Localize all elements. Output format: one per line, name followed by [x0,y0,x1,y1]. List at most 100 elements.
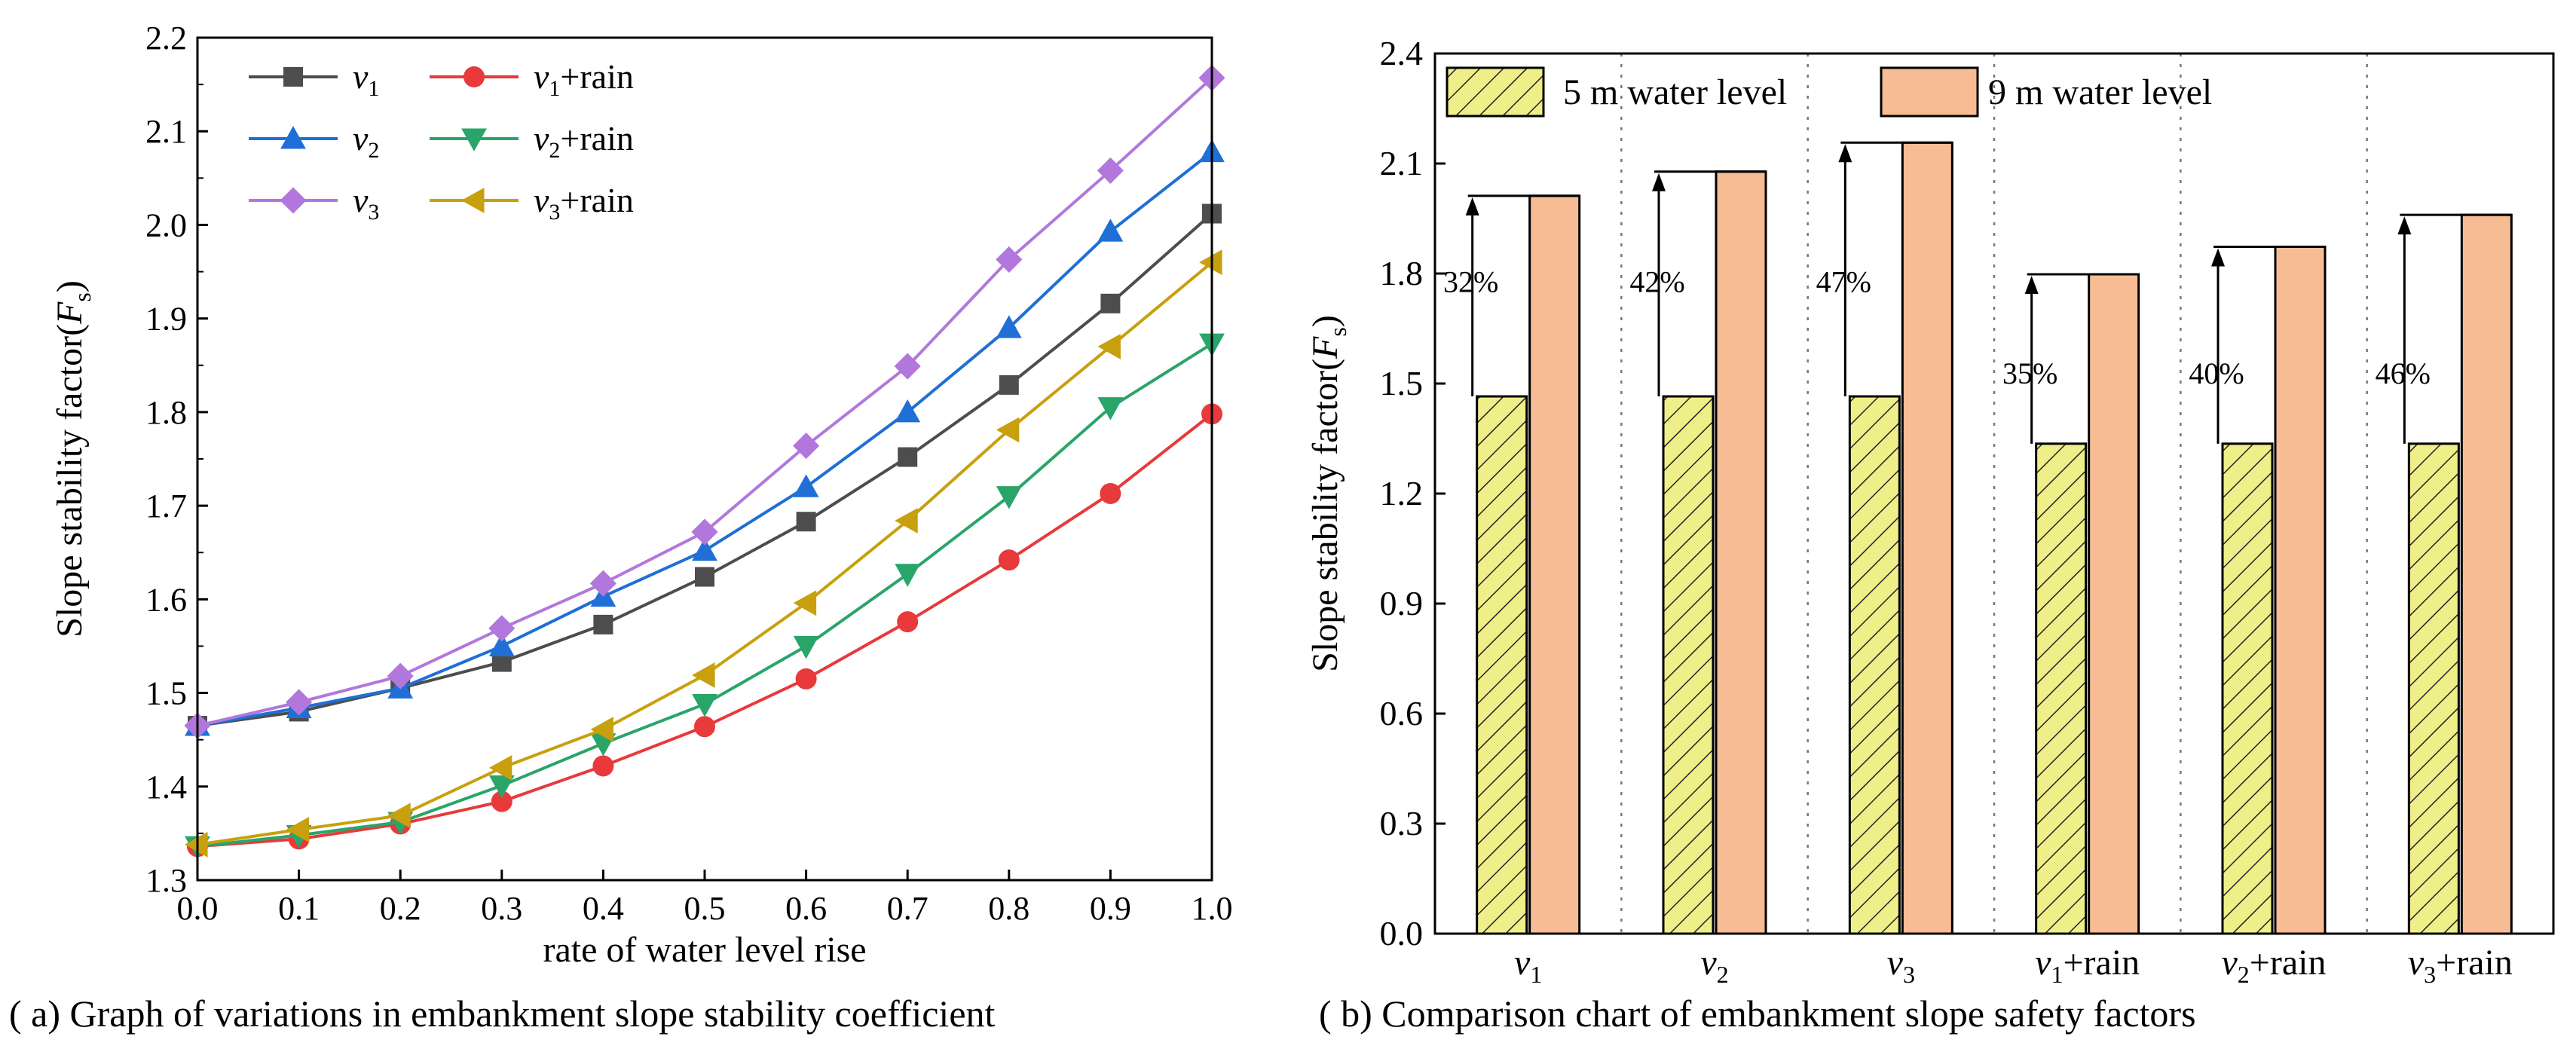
y-tick-label: 1.8 [1380,254,1424,292]
arrow-head [2024,275,2039,294]
point-v1+rain [795,668,817,689]
arrow-head [1465,197,1479,216]
legend-label: v2 [353,119,379,163]
y-tick-label: 1.7 [145,488,187,524]
bar-9m [1528,194,1581,935]
x-category-label: v1+rain [2035,943,2140,988]
point-v3 [488,615,516,642]
point-v1 [593,614,613,634]
point-v2 [692,537,717,561]
legend-b: 5 m water level 9 m water level [1446,66,2212,118]
point-v1 [796,512,816,532]
line-v1+rain [197,412,1213,848]
x-axis-label: rate of water level rise [543,930,866,970]
line-v1 [197,213,1213,728]
bar-5m [2035,442,2088,935]
point-v1 [1100,293,1121,313]
y-tick-label: 0.9 [1380,584,1424,622]
arrow-head [1838,144,1852,163]
bar-5m [1848,395,1901,935]
point-v2 [793,474,819,497]
point-v3+rain [895,508,918,534]
legend-label: v2+rain [534,119,634,163]
legend-item-v2+rain: v2+rain [430,119,634,163]
bar-5m [1662,395,1715,935]
y-tick-label: 2.4 [1380,34,1424,72]
x-tick-label: 0.9 [1090,890,1131,927]
y-tick-label: 1.4 [145,769,187,806]
line-chart-panel: 0.0 0.1 0.2 0.3 0.4 0.5 0.6 0.7 0.8 0.9 1.0 1.3 1.4 1… [9,20,1233,1035]
line-v2+rain [197,342,1213,848]
x-category-label: v2+rain [2221,943,2326,988]
legend-swatch-9m [1880,66,1979,118]
point-v3+rain [996,417,1020,443]
point-v3+rain [185,831,208,858]
axes-frame-a [196,36,1213,882]
x-tick-label: 0.7 [887,890,929,927]
legend-item-v3: v3 [249,181,379,225]
point-v3 [894,353,921,380]
legend-label: v1+rain [534,57,634,101]
y-tick-label: 1.2 [1380,474,1424,512]
legend-marker [280,187,307,214]
y-tick-label: 0.0 [1380,914,1424,952]
series-v1 [188,203,1222,736]
y-tick-label: 1.8 [145,394,187,431]
x-tick-label: 0.5 [684,890,726,927]
x-category-label: v1 [1514,943,1542,988]
bar-group: 47% v3 [1816,141,1953,988]
bar-group: 40% v2+rain [2189,245,2327,988]
x-tick-label: 0.4 [583,890,624,927]
y-tick-label: 1.3 [145,862,187,899]
legend-label-5m: 5 m water level [1563,72,1787,112]
percent-label: 42% [1629,264,1684,298]
point-v1 [898,447,918,467]
point-v3+rain [793,590,817,616]
percent-label: 35% [2002,356,2057,390]
series-layer [184,64,1225,860]
x-tick-label: 0.2 [380,890,421,927]
arrow-head [1652,173,1666,191]
axis-ticks-a: 0.0 0.1 0.2 0.3 0.4 0.5 0.6 0.7 0.8 0.9 1.0 1.3 1.4 1… [145,20,1233,927]
legend-item-v1+rain: v1+rain [430,57,634,101]
line-v2 [197,150,1213,728]
bar-9m [1901,141,1953,935]
point-v1+rain [694,716,715,738]
point-v1+rain [998,549,1020,571]
legend-item-v2: v2 [249,119,379,163]
y-tick-label: 1.5 [145,675,187,712]
y-tick-label: 1.5 [1380,364,1424,402]
legend-item-v1: v1 [249,57,379,101]
y-axis-label-b: Slope stability factor(Fs) [1305,315,1351,672]
bar-group: 32% v1 [1443,194,1581,988]
point-v3 [387,662,414,689]
y-tick-label: 2.0 [145,206,187,243]
x-tick-label: 0.3 [481,890,522,927]
point-v2 [996,315,1022,338]
axes-frame-b [1433,52,2555,935]
legend-label: v3 [353,181,379,225]
series-v2+rain [185,333,1225,860]
point-v2+rain [488,775,515,799]
caption-b: ( b) Comparison chart of embankment slop… [1319,992,2196,1035]
arrow-head [2397,216,2412,235]
point-v1+rain [592,755,614,777]
point-v2 [895,399,921,423]
point-v3 [691,518,718,546]
point-v2 [1097,219,1124,242]
legend-swatch-5m [1446,66,1545,118]
x-tick-label: 1.0 [1192,890,1233,927]
point-v3 [1097,157,1124,184]
point-v3+rain [286,817,310,842]
bar-group: 46% v3+rain [2376,213,2513,988]
percent-label: 40% [2189,356,2244,390]
x-category-label: v2 [1700,943,1728,988]
point-v3 [793,433,820,460]
y-tick-label: 2.1 [1380,144,1424,182]
point-v3 [286,689,313,716]
series-v3+rain [185,249,1222,858]
y-tick-label: 1.6 [145,581,187,618]
series-v1+rain [187,403,1222,858]
y-tick-label: 2.2 [145,20,187,57]
percent-label: 46% [2376,356,2431,390]
